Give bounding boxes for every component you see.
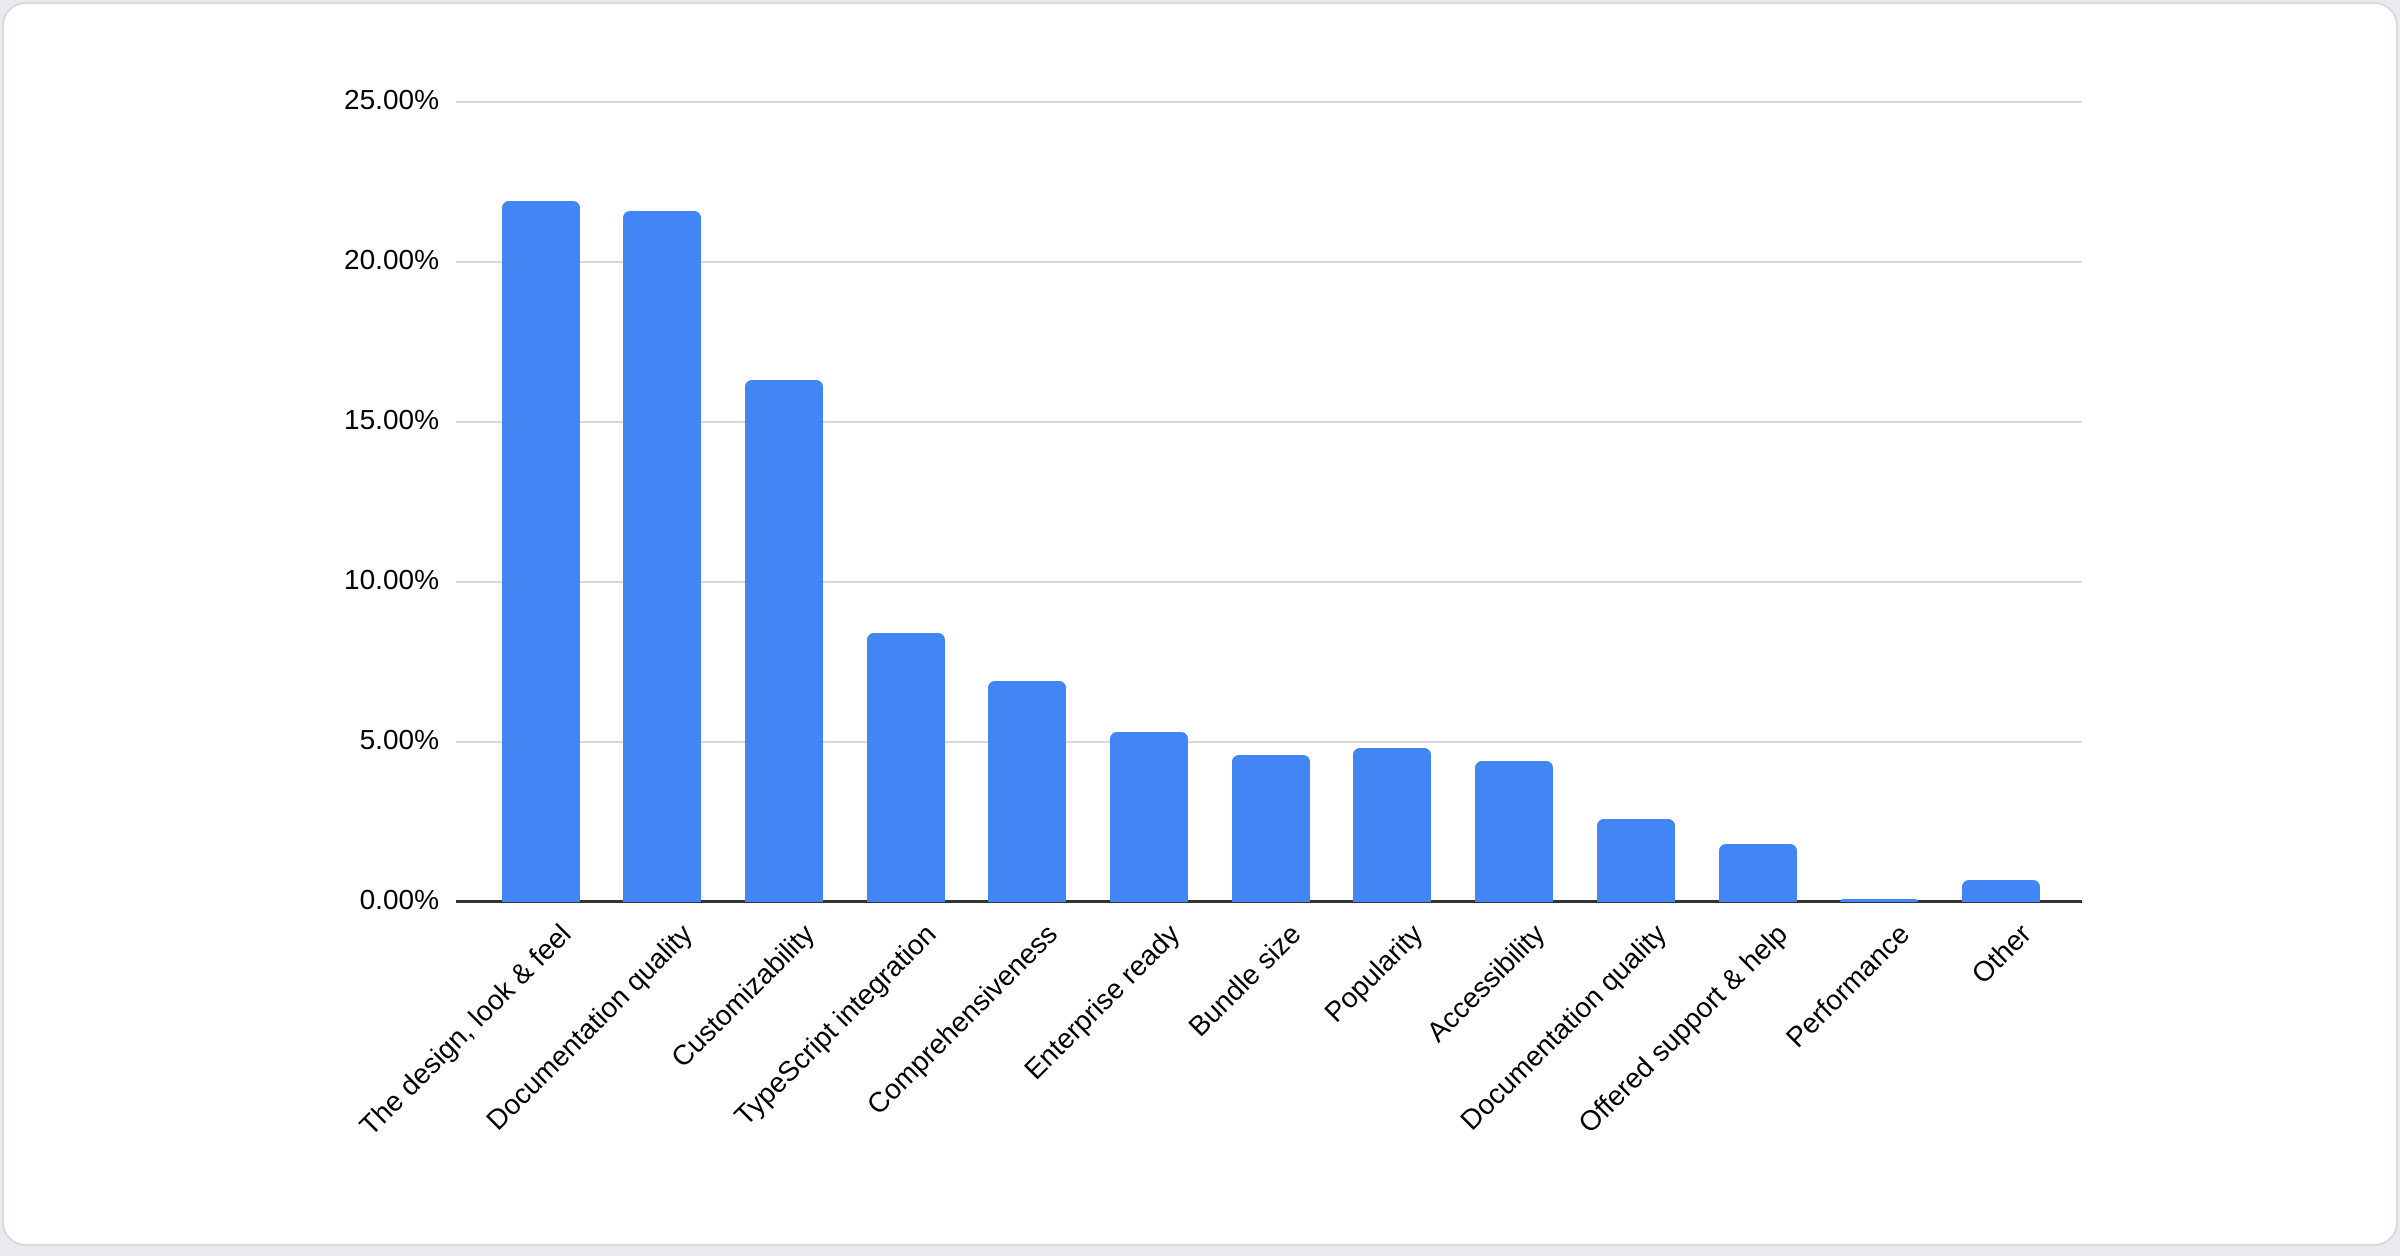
plot-area: The design, look & feel Documentation qua… [353,101,2082,1141]
x-axis-category-label: Offered support & help [1572,918,1794,1139]
x-axis-category-label: Performance [1779,918,1916,1054]
bar[interactable] [1840,899,1919,902]
x-axis-category-label: Documentation quality [1453,918,1672,1136]
y-axis-tick-label: 15.00% [344,404,439,435]
bar[interactable] [1596,819,1675,902]
bar[interactable] [866,633,945,902]
y-axis-tick-label: 20.00% [344,244,439,275]
x-axis-category-label: Documentation quality [480,918,699,1136]
y-axis-tick-label: 5.00% [359,724,439,755]
x-axis-category-label: Other [1965,918,2037,990]
gridline [456,101,2082,103]
bar[interactable] [501,201,580,902]
bar[interactable] [1110,732,1188,902]
bar[interactable] [1353,748,1432,902]
x-axis-category-label: Accessibility [1420,918,1551,1048]
y-axis-tick-label: 10.00% [344,564,439,595]
gridline [456,261,2082,263]
y-axis-tick-label: 25.00% [344,84,439,115]
bar[interactable] [1718,844,1797,902]
x-axis-category-label: Popularity [1318,918,1429,1028]
bar[interactable] [1475,761,1554,902]
x-axis-category-label: Bundle size [1182,918,1307,1043]
x-axis-category-label: TypeScript integration [728,918,942,1132]
bar[interactable] [988,681,1067,902]
bar[interactable] [623,211,702,902]
bar[interactable] [1231,755,1310,902]
gridline [456,421,2082,423]
gridline [456,581,2082,583]
bar[interactable] [1961,880,2040,902]
y-axis-tick-label: 0.00% [359,884,439,915]
bar[interactable] [744,380,823,902]
x-axis-category-label: The design, look & feel [353,918,577,1142]
gridline [456,741,2082,743]
